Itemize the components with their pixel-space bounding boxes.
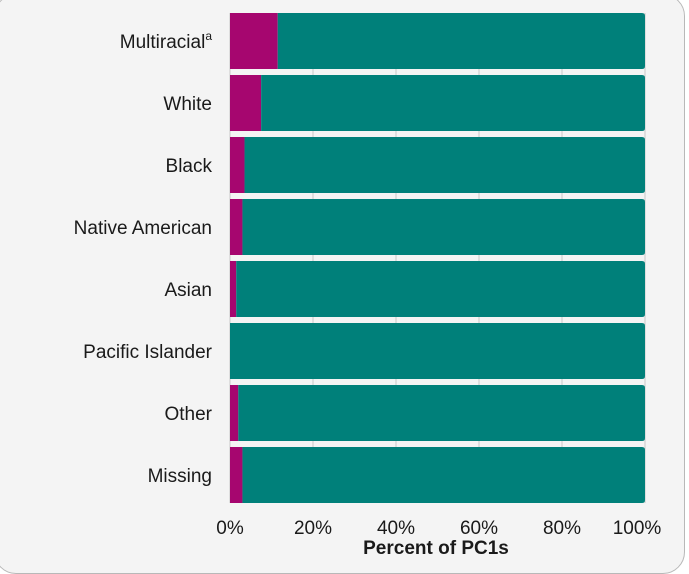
category-label: White [163,94,212,115]
bar-segment-pacific-islander-2 [230,323,645,379]
bar-segment-multiracial-1 [230,13,278,69]
bar-segment-black-1 [230,137,245,193]
x-tick-label: 80% [543,518,581,539]
bar-segment-native-american-2 [242,199,645,255]
x-tick-labels: 0% 20% 40% 60% 80% 100% [216,518,661,539]
bar-segment-other-1 [230,385,239,441]
bar-segment-other-2 [238,385,646,441]
category-label: Asian [164,280,212,301]
category-labels: Multiraciala White Black Native American Asi… [74,29,213,487]
bar-segment-multiracial-2 [277,13,645,69]
x-tick-label: 20% [294,518,332,539]
category-label: Missing [148,466,212,487]
bar-segment-native-american-1 [230,199,243,255]
x-tick-label: 0% [216,518,244,539]
category-label: Pacific Islander [83,342,213,363]
bars [230,13,646,503]
x-tick-label: 40% [377,518,415,539]
bar-segment-asian-1 [230,261,237,317]
x-tick-label: 100% [613,518,662,539]
category-label: Other [164,404,212,425]
bar-segment-white-2 [261,75,645,131]
bar-segment-white-1 [230,75,262,131]
x-axis-title: Percent of PC1s [363,538,509,559]
bar-segment-missing-1 [230,447,243,503]
category-label: Black [166,156,213,177]
bar-segment-black-2 [244,137,645,193]
category-label: Multiraciala [120,29,213,53]
bar-segment-missing-2 [242,447,645,503]
category-label: Native American [74,218,212,239]
bar-segment-asian-2 [236,261,645,317]
x-tick-label: 60% [460,518,498,539]
